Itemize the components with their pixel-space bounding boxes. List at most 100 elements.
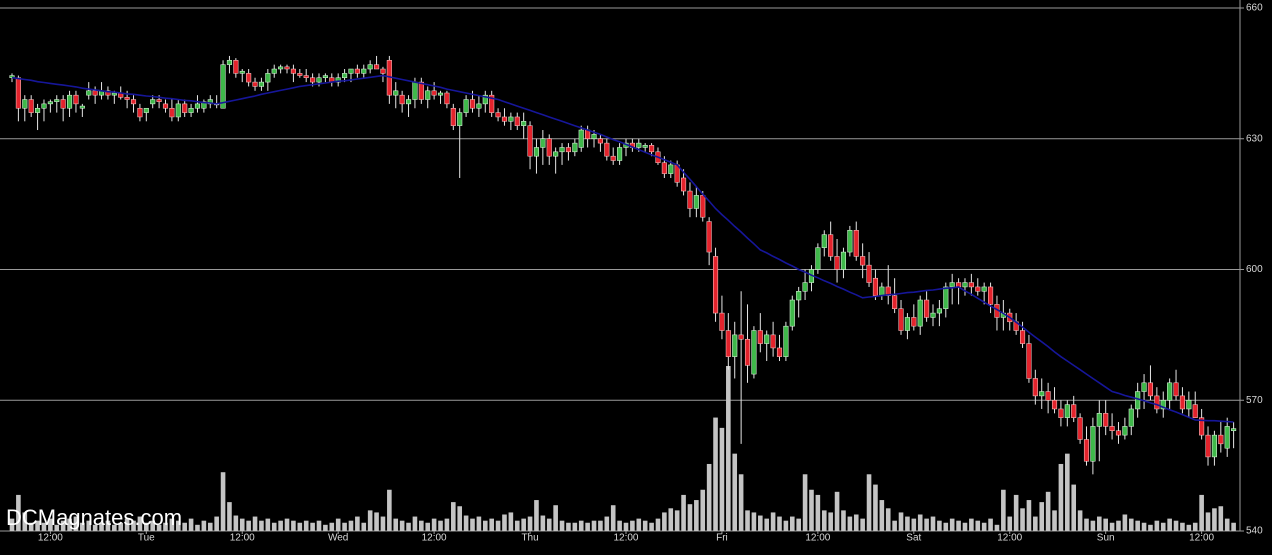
candle-body [1128,408,1134,427]
volume-bar [559,520,565,531]
x-tick-label: 12:00 [422,533,447,544]
volume-bar [783,520,789,531]
candle-body [495,112,501,118]
candle-body [431,90,437,96]
volume-bar [514,520,520,531]
candle-body [130,99,137,105]
candle-body [1205,434,1211,458]
candle-body [853,230,859,257]
y-tick-label: 540 [1246,526,1263,537]
candle-body [310,77,316,83]
candle-body [533,147,540,157]
candle-body [239,70,245,74]
volume-bar [444,518,450,531]
volume-bar [112,524,117,531]
candle-body [489,94,495,113]
volume-bar [527,516,533,531]
volume-bar [399,520,405,531]
x-tick-label: Tue [138,533,155,544]
x-tick-label: 12:00 [38,533,63,544]
candle-body [617,147,623,161]
volume-bar [1052,510,1057,531]
candle-body [86,90,92,96]
volume-bar [35,520,40,531]
volume-bar [265,518,271,531]
volume-bar [764,518,770,531]
candle-body [1186,400,1192,410]
x-tick-label: Sun [1097,533,1115,544]
volume-bar [9,518,15,531]
candle-body [540,138,546,148]
candle-body [572,142,578,153]
volume-bar [169,518,175,531]
candle-body [764,334,770,344]
volume-bar [917,514,923,531]
volume-bar [796,518,801,531]
volume-bar [220,472,226,531]
candle-body [975,286,981,292]
volume-bar [738,474,744,531]
candle-body [79,105,85,109]
candle-body [1109,426,1115,432]
candle-body [521,121,527,126]
volume-bar [598,520,603,531]
candle-body [124,97,130,100]
volume-bar [67,518,72,531]
volume-bar [777,516,782,531]
volume-bar [207,522,213,531]
volume-bar [489,518,494,531]
volume-bar [367,510,373,531]
line-layer [11,74,1234,423]
volume-bar [540,515,546,531]
volume-bar [41,522,47,531]
volume-bar [1109,522,1115,531]
candle-body [201,101,207,109]
volume-bar [662,512,667,531]
volume-bar [482,520,488,531]
candle-body [111,92,117,96]
volume-bar [380,516,386,531]
candle-body [188,107,194,113]
volume-bar [1090,520,1096,531]
volume-bar [188,518,194,531]
candle-body [943,286,949,309]
candle-body [1199,417,1205,436]
candle-body [469,99,476,109]
candle-body [476,103,482,109]
candle-body [1167,382,1173,401]
volume-bar [463,515,469,531]
candle-body [924,299,930,318]
candle-body [834,256,840,270]
candle-body [866,264,872,283]
volume-bar [706,463,712,531]
candle-body [783,325,789,357]
volume-bar [335,518,341,531]
volume-bar [726,366,731,531]
volume-bar [860,518,865,531]
volume-bar [86,520,92,531]
volume-bar [553,505,558,531]
volume-bar [419,520,424,531]
volume-bar [1116,520,1121,531]
volume-bar [1199,494,1204,531]
volume-bar [521,518,526,531]
candle-body [514,116,520,126]
volume-bar [163,522,168,531]
candle-body [105,90,111,96]
candle-body [872,277,878,296]
candle-body [297,73,303,76]
volume-bar [649,522,654,531]
volume-bar [355,516,360,531]
candle-body [796,291,802,301]
candle-body [1231,428,1237,432]
volume-bar [342,522,347,531]
candle-body [911,317,917,327]
volume-bar [713,417,718,531]
candle-body [642,145,648,148]
volume-bar [387,489,392,531]
volume-bar [252,516,258,531]
x-tick-label: Wed [328,533,348,544]
candle-body [169,107,175,118]
candle-body [418,81,424,100]
